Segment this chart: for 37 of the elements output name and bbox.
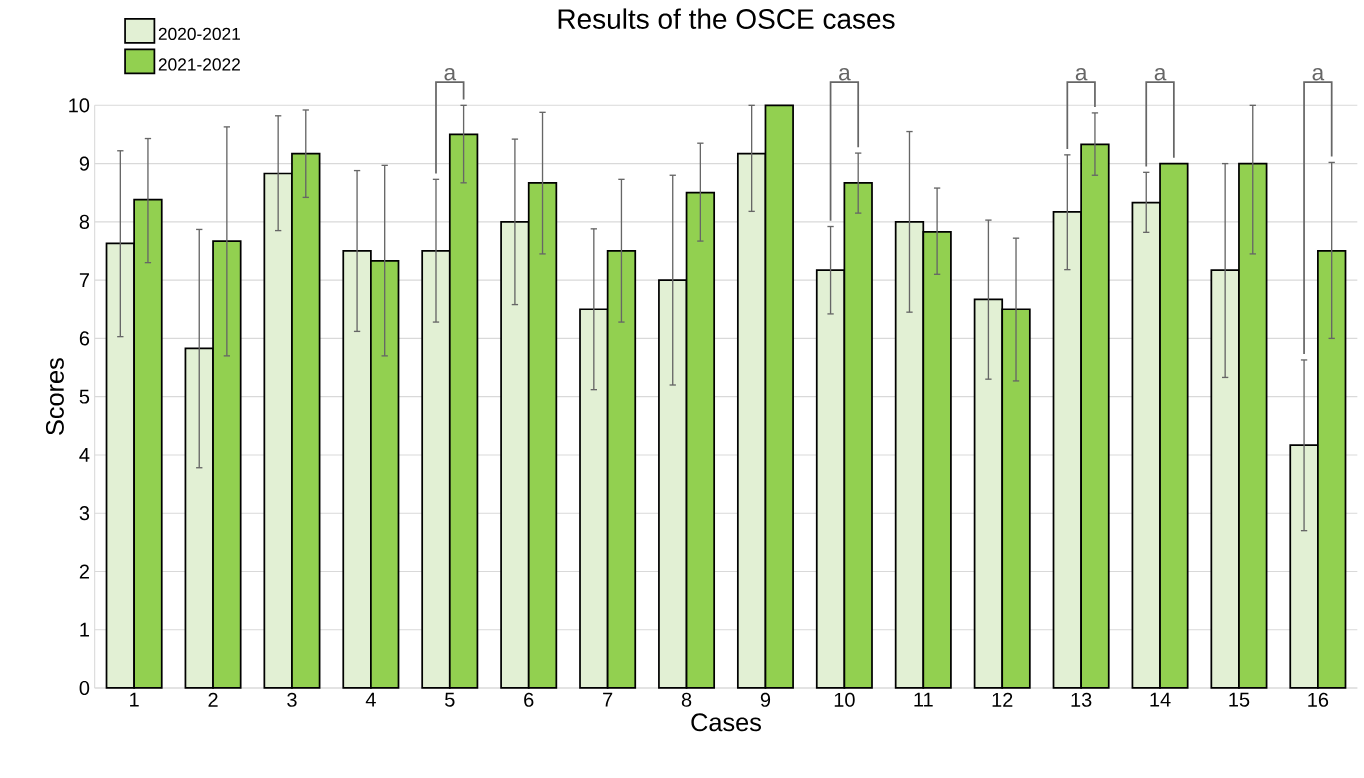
y-tick-label: 0 xyxy=(79,680,90,696)
x-tick-label: 12 xyxy=(992,692,1013,707)
y-tick-label: 9 xyxy=(79,156,90,171)
x-tick-label: 5 xyxy=(445,692,455,707)
text: a xyxy=(444,68,457,81)
y-tick-label: 1 xyxy=(80,622,89,637)
y-tick-label: 4 xyxy=(79,448,90,462)
x-tick-label: 11 xyxy=(914,692,933,707)
x-tick-label: 2 xyxy=(208,692,218,707)
x-axis-title: Cases xyxy=(691,713,761,732)
y-tick-label: 10 xyxy=(69,98,90,113)
text: a xyxy=(839,68,851,81)
x-tick-label: 1 xyxy=(130,692,139,707)
x-tick-label: 8 xyxy=(681,692,692,707)
x-tick-label: 15 xyxy=(1229,692,1250,707)
x-tick-label: 16 xyxy=(1308,692,1329,707)
y-tick-label: 5 xyxy=(79,389,90,404)
y-tick-label: 6 xyxy=(79,331,90,346)
x-tick-label: 6 xyxy=(524,692,534,707)
text: a xyxy=(1154,68,1167,81)
chart-title: Results of the OSCE cases xyxy=(558,8,895,29)
y-tick-label: 7 xyxy=(79,273,89,287)
x-tick-label: 9 xyxy=(760,692,771,707)
y-axis-title: Scores xyxy=(45,358,64,435)
x-tick-label: 14 xyxy=(1150,692,1171,707)
y-tick-label: 8 xyxy=(79,214,90,229)
legend-label: 2021-2022 xyxy=(158,58,240,71)
text: a xyxy=(1312,68,1325,81)
x-tick-label: 13 xyxy=(1071,692,1092,707)
x-tick-label: 10 xyxy=(834,692,855,707)
text: a xyxy=(1075,68,1088,81)
x-tick-label: 3 xyxy=(287,692,297,707)
x-tick-label: 7 xyxy=(603,692,613,707)
x-tick-label: 4 xyxy=(365,692,376,707)
y-tick-label: 2 xyxy=(79,564,89,579)
y-tick-label: 3 xyxy=(79,506,90,521)
legend-label: 2020-2021 xyxy=(158,27,240,41)
